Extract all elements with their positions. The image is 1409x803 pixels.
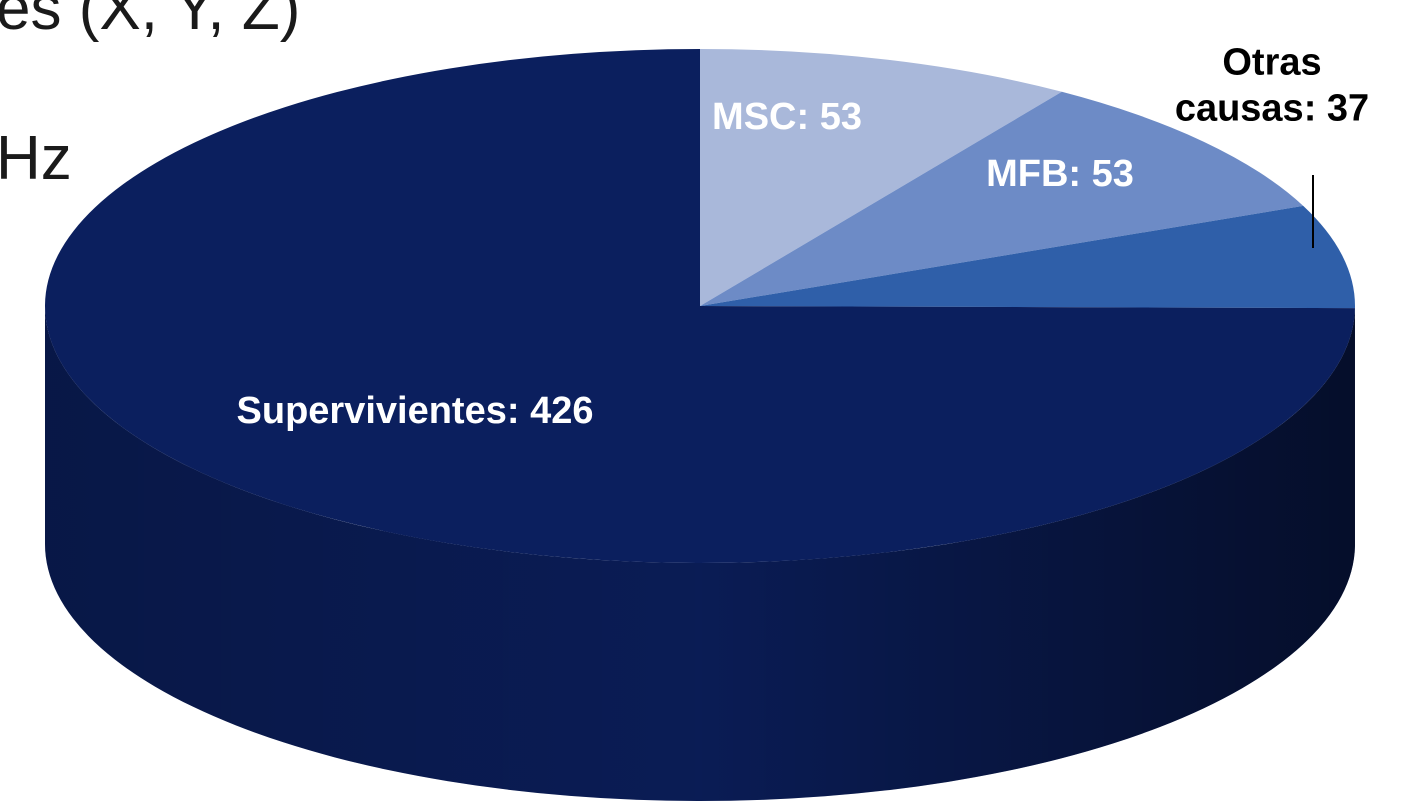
- side-shade: [45, 306, 1355, 801]
- pie-slice: [44, 49, 1355, 564]
- data-label: Supervivientes: 426: [236, 390, 594, 433]
- data-label: MFB: 53: [986, 153, 1134, 196]
- pie-slice: [700, 91, 1304, 306]
- pie-slice: [700, 205, 1355, 309]
- slide-text: Hz: [0, 124, 72, 193]
- pie-slice: [700, 49, 1062, 306]
- slide-text: es (X, Y, Z): [0, 0, 301, 43]
- data-label: MSC: 53: [712, 96, 862, 139]
- data-label: Otras causas: 37: [1174, 41, 1370, 129]
